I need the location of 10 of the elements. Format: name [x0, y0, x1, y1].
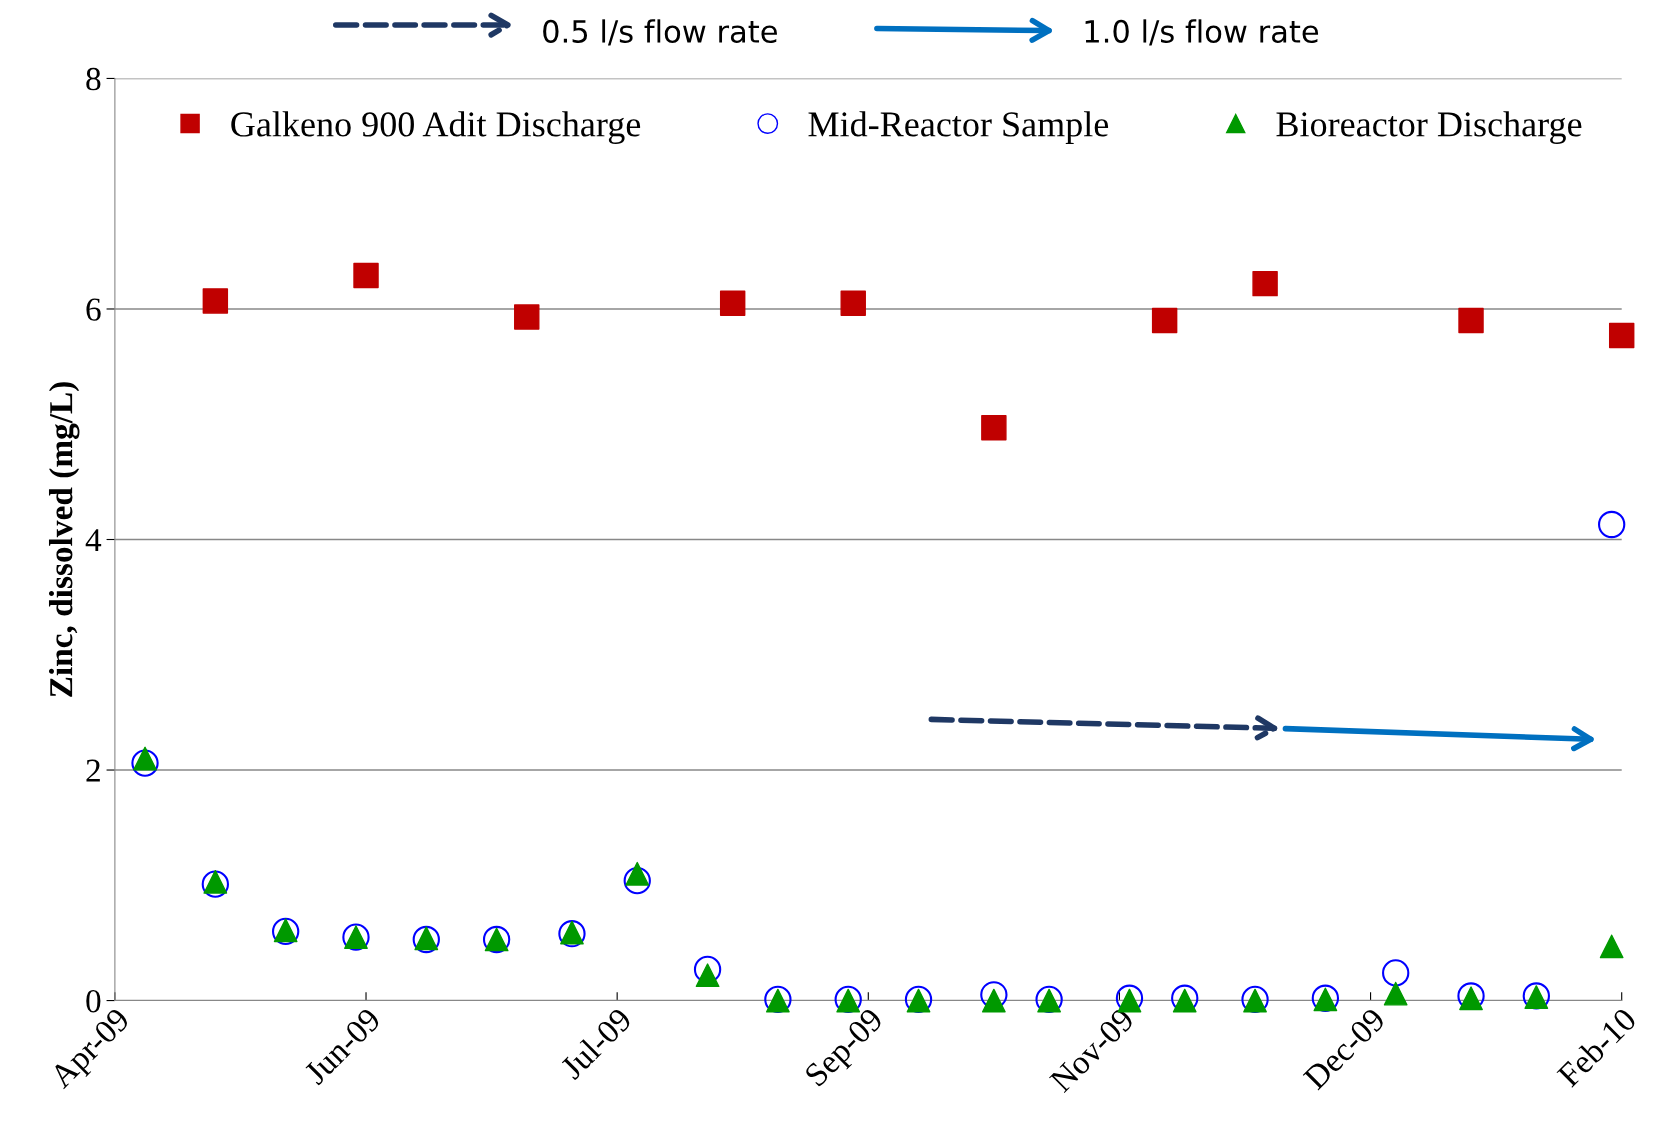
y-axis-title: Zinc, dissolved (mg/L) — [48, 382, 80, 697]
legend-label: Mid-Reactor Sample — [808, 111, 1109, 144]
y-tick-label: 6 — [86, 298, 101, 321]
legend-label: Galkeno 900 Adit Discharge — [231, 111, 641, 145]
legend-label: Bioreactor Discharge — [1276, 111, 1582, 145]
text: 1.0 l/s flow rate — [1085, 19, 1319, 46]
y-tick-label: 4 — [85, 529, 102, 552]
y-tick-label: 2 — [86, 759, 100, 782]
text: 0.5 l/s flow rate — [543, 19, 777, 46]
y-tick-label: 8 — [86, 67, 101, 91]
